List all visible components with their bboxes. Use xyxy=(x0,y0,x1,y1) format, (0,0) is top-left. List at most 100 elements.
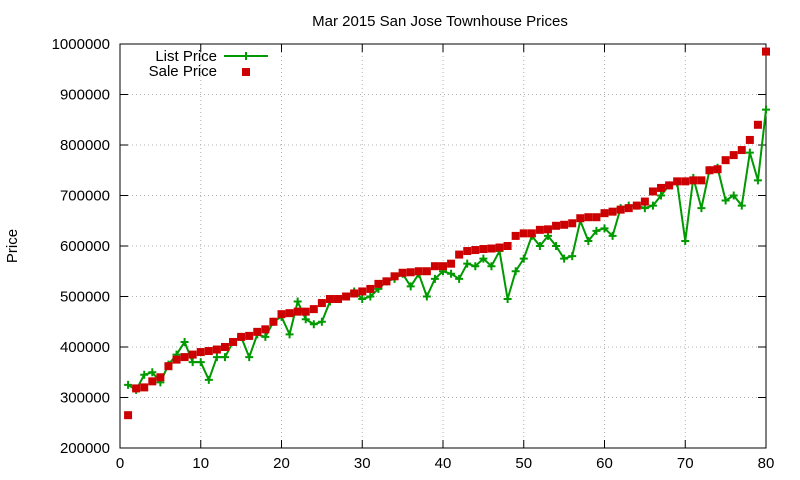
x-tick-label: 40 xyxy=(435,455,452,472)
y-tick-label: 400000 xyxy=(60,339,110,356)
list-price-point xyxy=(430,274,439,283)
sale-price-point xyxy=(576,214,585,223)
sale-price-point xyxy=(277,310,286,319)
sale-price-point xyxy=(196,348,205,357)
sale-price-point xyxy=(124,411,133,420)
sale-price-point xyxy=(479,245,488,254)
sale-price-point xyxy=(237,332,246,341)
sale-price-point xyxy=(495,243,504,252)
list-price-point xyxy=(261,332,270,341)
list-price-point xyxy=(245,353,254,362)
list-price-point xyxy=(697,204,706,213)
list-price-point xyxy=(220,353,229,362)
grid xyxy=(120,44,766,448)
list-price-point xyxy=(204,375,213,384)
sale-price-point xyxy=(188,350,197,359)
legend: List Price Sale Price xyxy=(149,48,268,80)
sale-price-point xyxy=(503,242,512,250)
x-tick-label: 0 xyxy=(116,455,124,472)
sale-price-point xyxy=(762,47,770,56)
sale-price-point xyxy=(293,307,302,316)
list-price-point xyxy=(762,105,770,114)
y-tick-label: 600000 xyxy=(60,238,110,255)
sale-price-point xyxy=(648,187,657,196)
list-price-point xyxy=(729,191,738,200)
legend-label-list-price: List Price xyxy=(155,48,217,65)
sale-price-series xyxy=(124,47,770,420)
sale-price-point xyxy=(657,183,666,192)
sale-price-point xyxy=(632,201,641,210)
sale-price-point xyxy=(592,213,601,222)
axis-ticks: 0 10 20 30 40 50 60 70 80 200000 300000 400000 50000… xyxy=(52,36,775,472)
x-tick-label: 80 xyxy=(758,455,775,472)
y-tick-label: 900000 xyxy=(60,87,110,104)
y-axis-label: Price xyxy=(4,229,21,263)
legend-label-sale-price: Sale Price xyxy=(149,63,217,80)
y-tick-label: 800000 xyxy=(60,137,110,154)
sale-price-point xyxy=(681,177,690,186)
list-price-point xyxy=(753,176,762,185)
legend-marker-sale-price xyxy=(242,68,250,76)
list-price-point xyxy=(124,380,133,389)
sale-price-point xyxy=(334,295,343,304)
list-price-point xyxy=(479,254,488,263)
list-price-point xyxy=(148,368,157,377)
sale-price-point xyxy=(560,220,569,229)
sale-price-point xyxy=(439,262,447,271)
sale-price-point xyxy=(156,373,165,382)
list-price-point xyxy=(293,297,302,306)
sale-price-point xyxy=(447,259,456,268)
list-price-point xyxy=(447,269,456,278)
sale-price-point xyxy=(261,325,270,334)
list-price-point xyxy=(366,292,375,301)
sale-price-point xyxy=(422,267,431,276)
sale-price-point xyxy=(406,268,415,277)
y-tick-label: 700000 xyxy=(60,188,110,205)
list-price-point xyxy=(552,242,561,250)
sale-price-point xyxy=(140,383,149,392)
sale-price-point xyxy=(640,197,649,206)
list-price-point xyxy=(471,262,480,271)
list-price-point xyxy=(721,196,730,205)
sale-price-point xyxy=(390,272,399,281)
list-price-point xyxy=(600,224,609,233)
sale-price-point xyxy=(132,384,141,393)
sale-price-point xyxy=(342,292,351,301)
sale-price-point xyxy=(568,219,577,228)
sale-price-point xyxy=(535,225,544,234)
sale-price-point xyxy=(350,289,359,298)
sale-price-point xyxy=(689,176,698,185)
list-price-point xyxy=(212,353,221,362)
list-price-point xyxy=(745,148,754,157)
sale-price-point xyxy=(229,337,238,346)
y-tick-label: 1000000 xyxy=(52,36,110,53)
sale-price-point xyxy=(753,120,762,129)
sale-price-point xyxy=(455,250,464,259)
sale-price-point xyxy=(301,307,310,316)
sale-price-point xyxy=(721,156,730,165)
sale-price-point xyxy=(705,166,714,175)
sale-price-point xyxy=(245,331,254,340)
sale-price-point xyxy=(317,299,326,308)
list-price-point xyxy=(568,252,577,261)
sale-price-point xyxy=(697,176,706,185)
list-price-point xyxy=(737,201,746,210)
list-price-point xyxy=(608,231,617,240)
chart-title: Mar 2015 San Jose Townhouse Prices xyxy=(312,13,568,30)
sale-price-point xyxy=(519,229,528,238)
sale-price-point xyxy=(713,165,722,174)
list-price-point xyxy=(511,267,520,276)
sale-price-point xyxy=(414,267,423,276)
list-price-point xyxy=(519,254,528,263)
list-price-point xyxy=(584,236,593,245)
sale-price-point xyxy=(220,343,229,351)
list-price-point xyxy=(180,337,189,346)
list-price-point xyxy=(406,282,415,291)
sale-price-point xyxy=(253,327,262,336)
sale-price-point xyxy=(527,229,536,238)
sale-price-point xyxy=(430,262,439,271)
y-tick-label: 200000 xyxy=(60,440,110,457)
sale-price-point xyxy=(398,268,407,277)
sale-price-point xyxy=(309,305,318,314)
